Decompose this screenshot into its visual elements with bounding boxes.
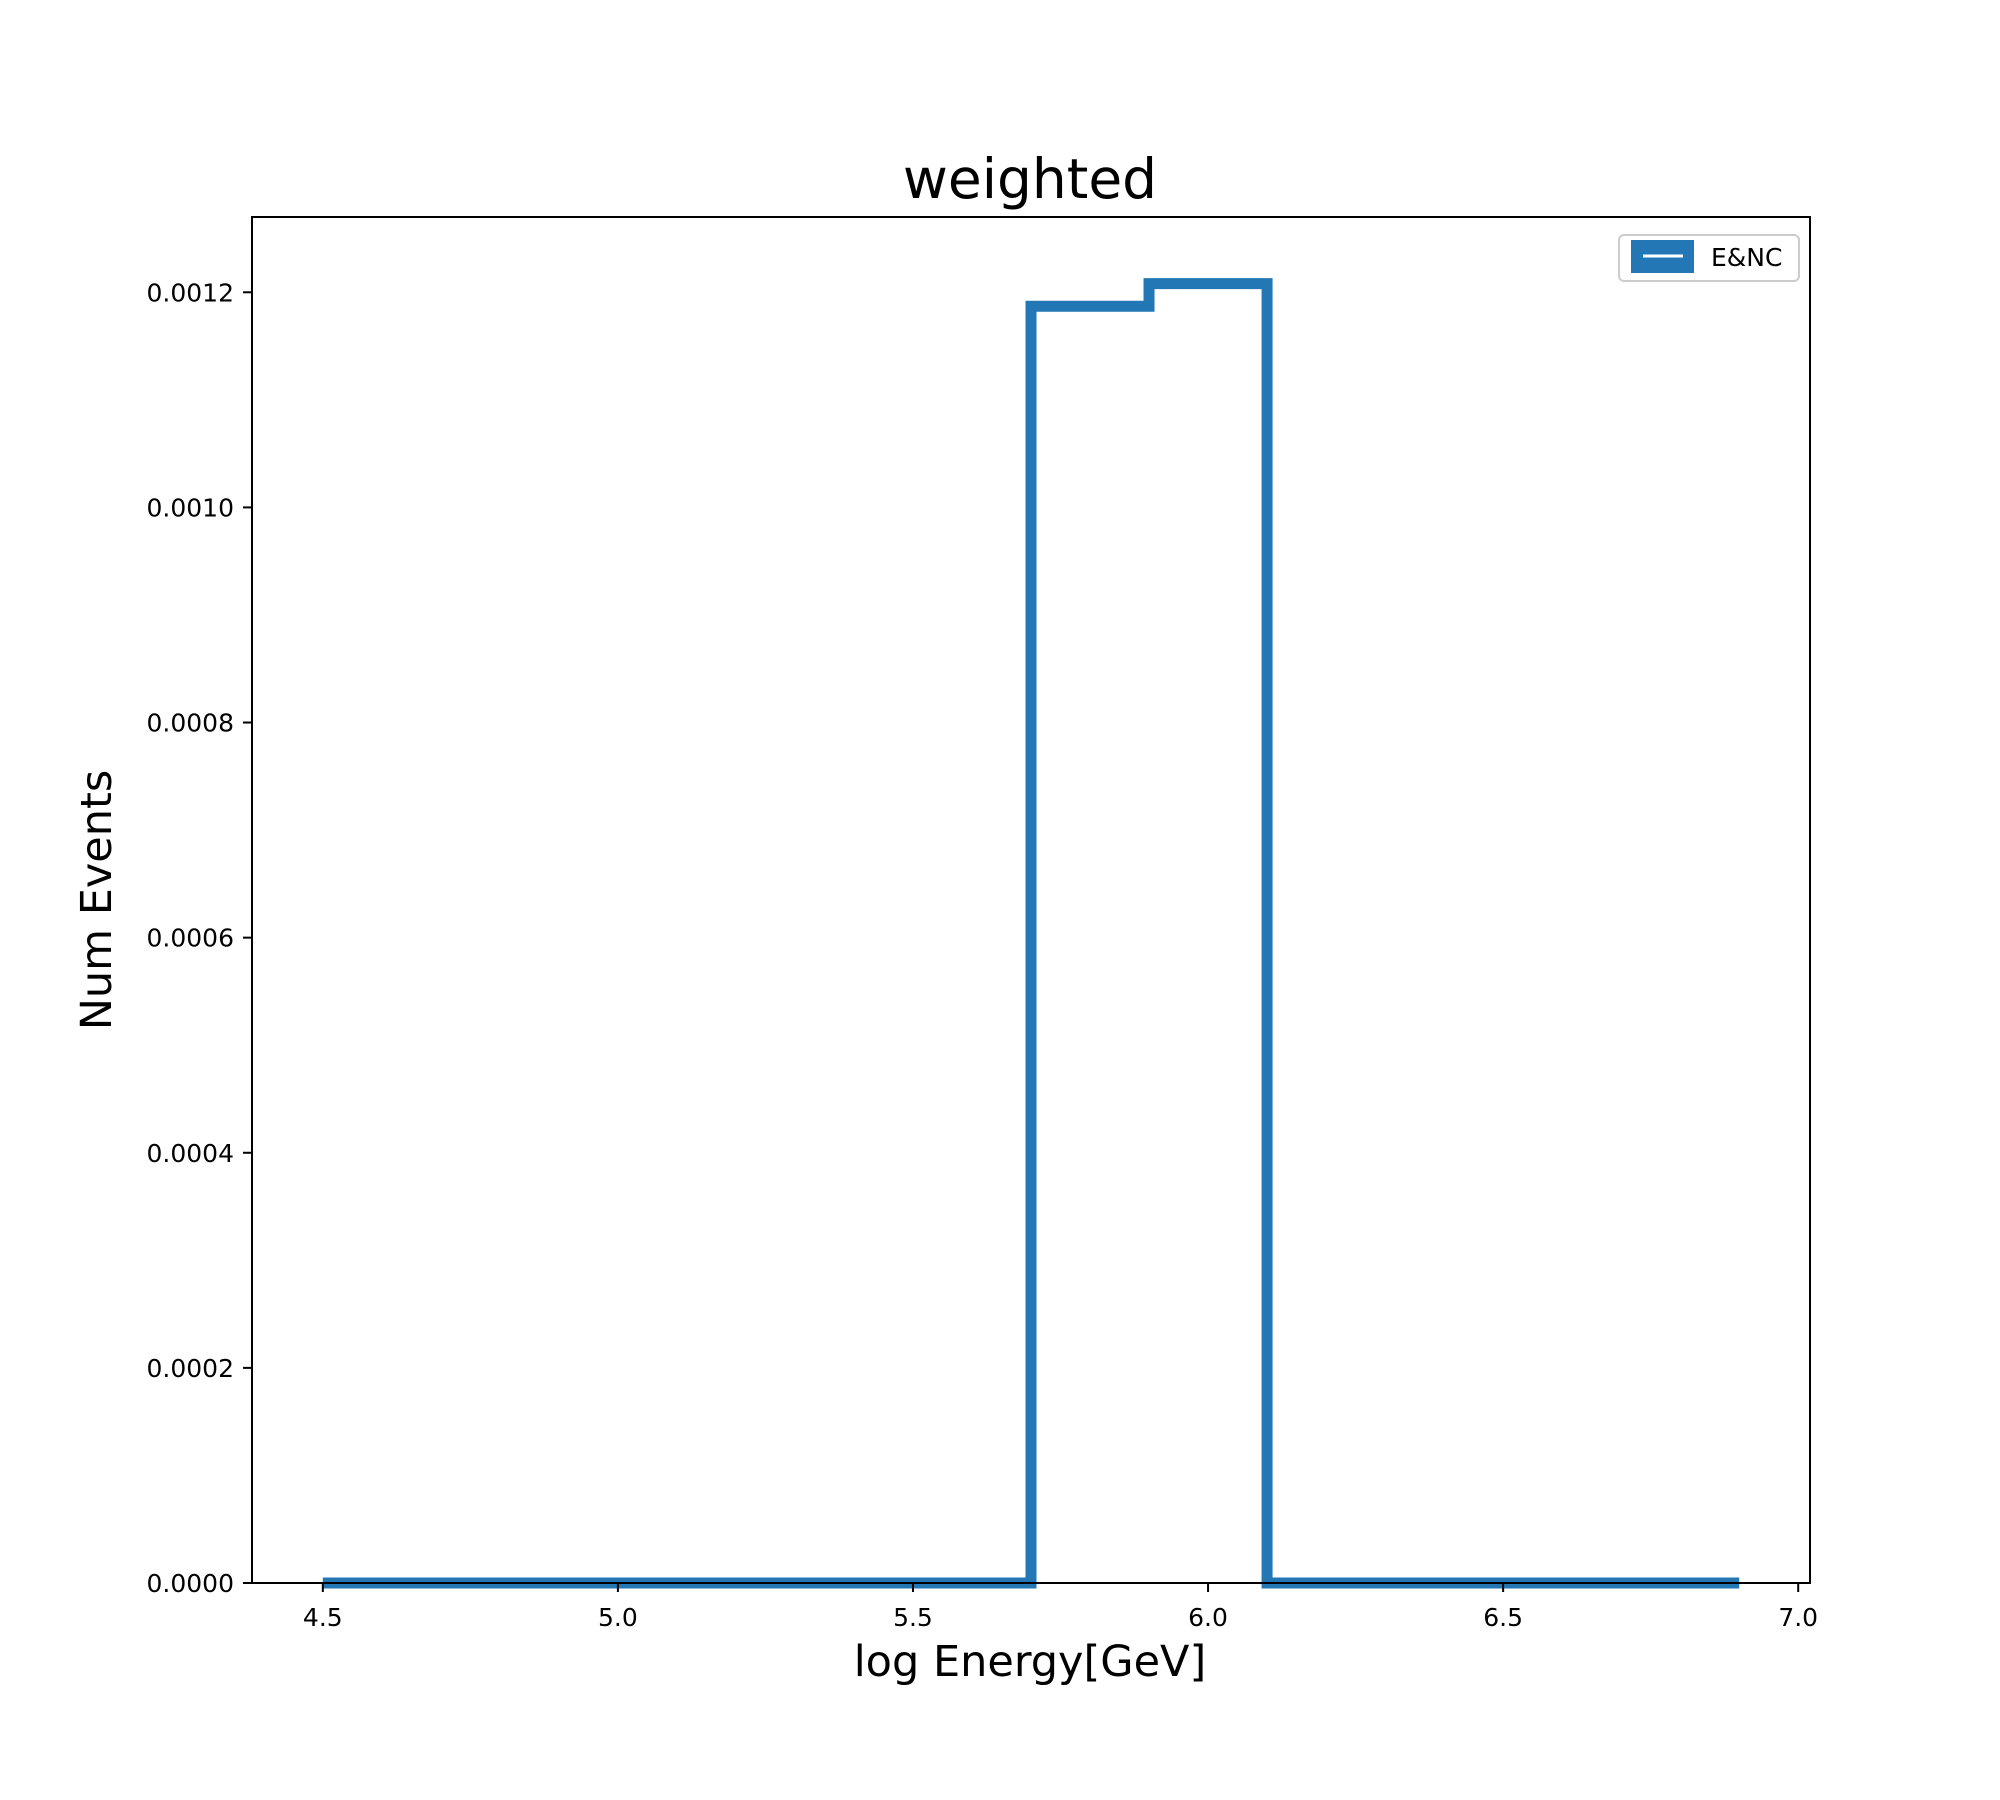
x-tick-label: 5.5 — [893, 1603, 933, 1632]
axes-frame — [251, 216, 1811, 1584]
x-tick-label: 6.0 — [1188, 1603, 1228, 1632]
y-tick-label: 0.0002 — [147, 1354, 234, 1383]
x-tick-label: 4.5 — [303, 1603, 343, 1632]
y-tick-label: 0.0008 — [147, 709, 234, 738]
chart-title: weighted — [903, 147, 1157, 211]
y-axis-label: Num Events — [72, 770, 122, 1031]
y-axis: 0.0000 0.0002 0.0004 0.0006 0.0008 0.0010 0.00… — [147, 278, 252, 1598]
y-tick-label: 0.0006 — [147, 924, 234, 953]
legend-label: E&NC — [1711, 243, 1782, 272]
legend: E&NC — [1618, 234, 1800, 282]
y-tick-label: 0.0010 — [147, 493, 234, 522]
y-tick-label: 0.0012 — [147, 278, 234, 307]
x-axis-label: log Energy[GeV] — [854, 1637, 1207, 1687]
x-axis: 4.5 5.0 5.5 6.0 6.5 7.0 — [303, 1583, 1818, 1632]
y-tick-label: 0.0000 — [147, 1569, 234, 1598]
x-tick-label: 6.5 — [1483, 1603, 1523, 1632]
y-tick-label: 0.0004 — [147, 1139, 234, 1168]
x-tick-label: 7.0 — [1778, 1603, 1818, 1632]
x-tick-label: 5.0 — [598, 1603, 638, 1632]
